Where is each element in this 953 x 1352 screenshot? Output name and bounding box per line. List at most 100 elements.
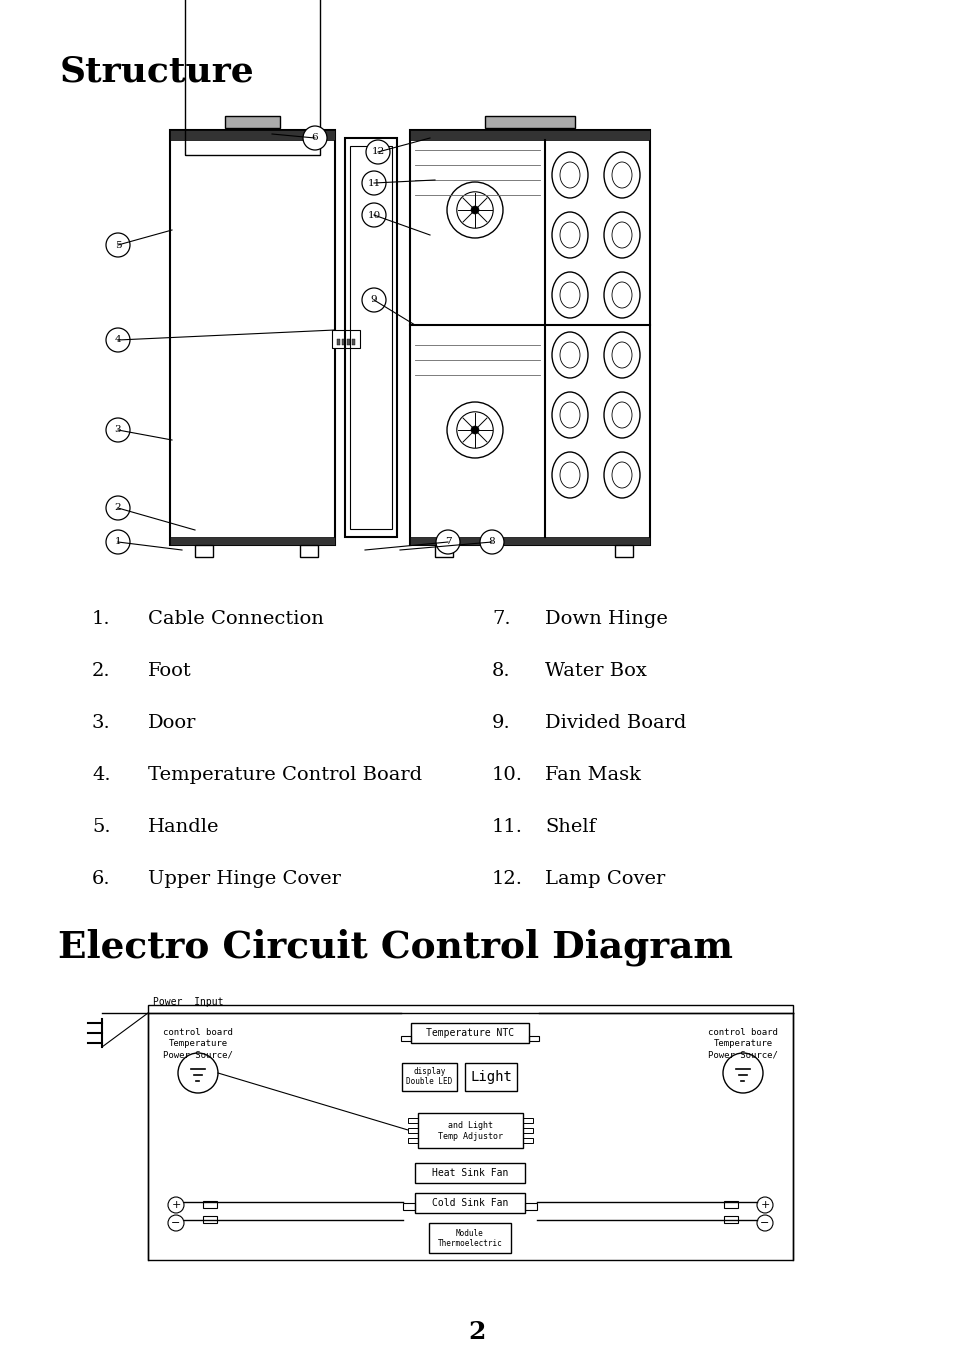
Bar (417, 1113, 522, 1148)
Text: 1: 1 (114, 538, 121, 546)
Bar (170, 130, 335, 545)
Text: 6: 6 (312, 134, 318, 142)
Bar (408, 1138, 417, 1142)
Text: 2: 2 (468, 1320, 485, 1344)
Bar (522, 1138, 533, 1142)
Bar (410, 130, 649, 545)
Bar (170, 537, 335, 545)
Text: Temperature NTC: Temperature NTC (425, 1028, 514, 1038)
Bar (410, 130, 649, 141)
Bar (464, 1063, 517, 1091)
Bar (203, 1215, 216, 1224)
Text: −: − (172, 1218, 180, 1228)
Text: 10.: 10. (492, 767, 522, 784)
Text: Foot: Foot (148, 662, 192, 680)
Circle shape (106, 233, 130, 257)
Text: 9.: 9. (492, 714, 510, 731)
Text: Power  Input: Power Input (152, 996, 223, 1007)
Bar (408, 1118, 417, 1124)
Text: display: display (413, 1068, 445, 1076)
Bar (336, 339, 339, 345)
Bar (524, 1203, 537, 1210)
Text: Down Hinge: Down Hinge (544, 610, 667, 627)
Text: 12.: 12. (492, 869, 522, 888)
Bar (203, 1201, 216, 1207)
Bar (332, 330, 359, 347)
Bar (401, 1063, 456, 1091)
Bar (522, 1128, 533, 1133)
Bar (299, 545, 317, 557)
Circle shape (471, 206, 478, 214)
Bar (410, 537, 649, 545)
Text: 6.: 6. (91, 869, 111, 888)
Circle shape (436, 530, 459, 554)
Text: Double LED: Double LED (406, 1078, 452, 1087)
Text: 8: 8 (488, 538, 495, 546)
Bar (170, 130, 335, 141)
Bar (484, 116, 575, 128)
Circle shape (106, 418, 130, 442)
Text: Module: Module (456, 1229, 483, 1237)
Text: Cable Connection: Cable Connection (148, 610, 323, 627)
Bar (347, 339, 350, 345)
Text: +: + (172, 1201, 180, 1210)
Bar (415, 1163, 524, 1183)
Text: +: + (760, 1201, 769, 1210)
Bar (415, 1192, 524, 1213)
Bar (400, 1036, 411, 1041)
Circle shape (106, 530, 130, 554)
Text: control board: control board (163, 1028, 233, 1037)
Text: Temperature: Temperature (169, 1038, 228, 1048)
Text: Upper Hinge Cover: Upper Hinge Cover (148, 869, 340, 888)
Text: Handle: Handle (148, 818, 219, 836)
Bar (185, 0, 319, 155)
Circle shape (106, 496, 130, 521)
Bar (723, 1201, 738, 1207)
Bar (408, 1128, 417, 1133)
Text: 1.: 1. (91, 610, 111, 627)
Bar (194, 545, 213, 557)
Text: and Light: and Light (448, 1121, 493, 1130)
Text: Electro Circuit Control Diagram: Electro Circuit Control Diagram (58, 927, 732, 965)
Text: Water Box: Water Box (544, 662, 646, 680)
Bar (429, 1224, 511, 1253)
Text: Temp Adjustor: Temp Adjustor (437, 1132, 502, 1141)
Circle shape (471, 426, 478, 434)
Text: Light: Light (470, 1069, 512, 1084)
Text: Thermoelectric: Thermoelectric (437, 1238, 502, 1248)
Text: Temperature Control Board: Temperature Control Board (148, 767, 421, 784)
Text: 5.: 5. (91, 818, 111, 836)
Circle shape (361, 203, 386, 227)
Text: 3: 3 (114, 426, 121, 434)
Bar (225, 116, 280, 128)
Text: 4.: 4. (91, 767, 111, 784)
Text: −: − (760, 1218, 769, 1228)
Text: 11: 11 (367, 178, 380, 188)
Bar (529, 1036, 538, 1041)
Bar (615, 545, 633, 557)
Text: 7: 7 (444, 538, 451, 546)
Bar (402, 1203, 415, 1210)
Text: Cold Sink Fan: Cold Sink Fan (432, 1198, 508, 1207)
Circle shape (106, 329, 130, 352)
Text: 12: 12 (371, 147, 384, 157)
Bar (435, 545, 453, 557)
Bar (345, 138, 396, 537)
Text: Power Source/: Power Source/ (163, 1051, 233, 1059)
Circle shape (361, 170, 386, 195)
Circle shape (303, 126, 327, 150)
Bar (411, 1023, 529, 1042)
Bar (522, 1118, 533, 1124)
Bar (352, 339, 355, 345)
Text: 11.: 11. (492, 818, 522, 836)
Text: 9: 9 (371, 296, 377, 304)
Text: control board: control board (707, 1028, 777, 1037)
Text: 10: 10 (367, 211, 380, 219)
Bar (341, 339, 345, 345)
Text: 4: 4 (114, 335, 121, 345)
Circle shape (479, 530, 503, 554)
Text: Fan Mask: Fan Mask (544, 767, 640, 784)
Text: Temperature: Temperature (713, 1038, 772, 1048)
Text: Power Source/: Power Source/ (707, 1051, 777, 1059)
Text: Heat Sink Fan: Heat Sink Fan (432, 1168, 508, 1178)
